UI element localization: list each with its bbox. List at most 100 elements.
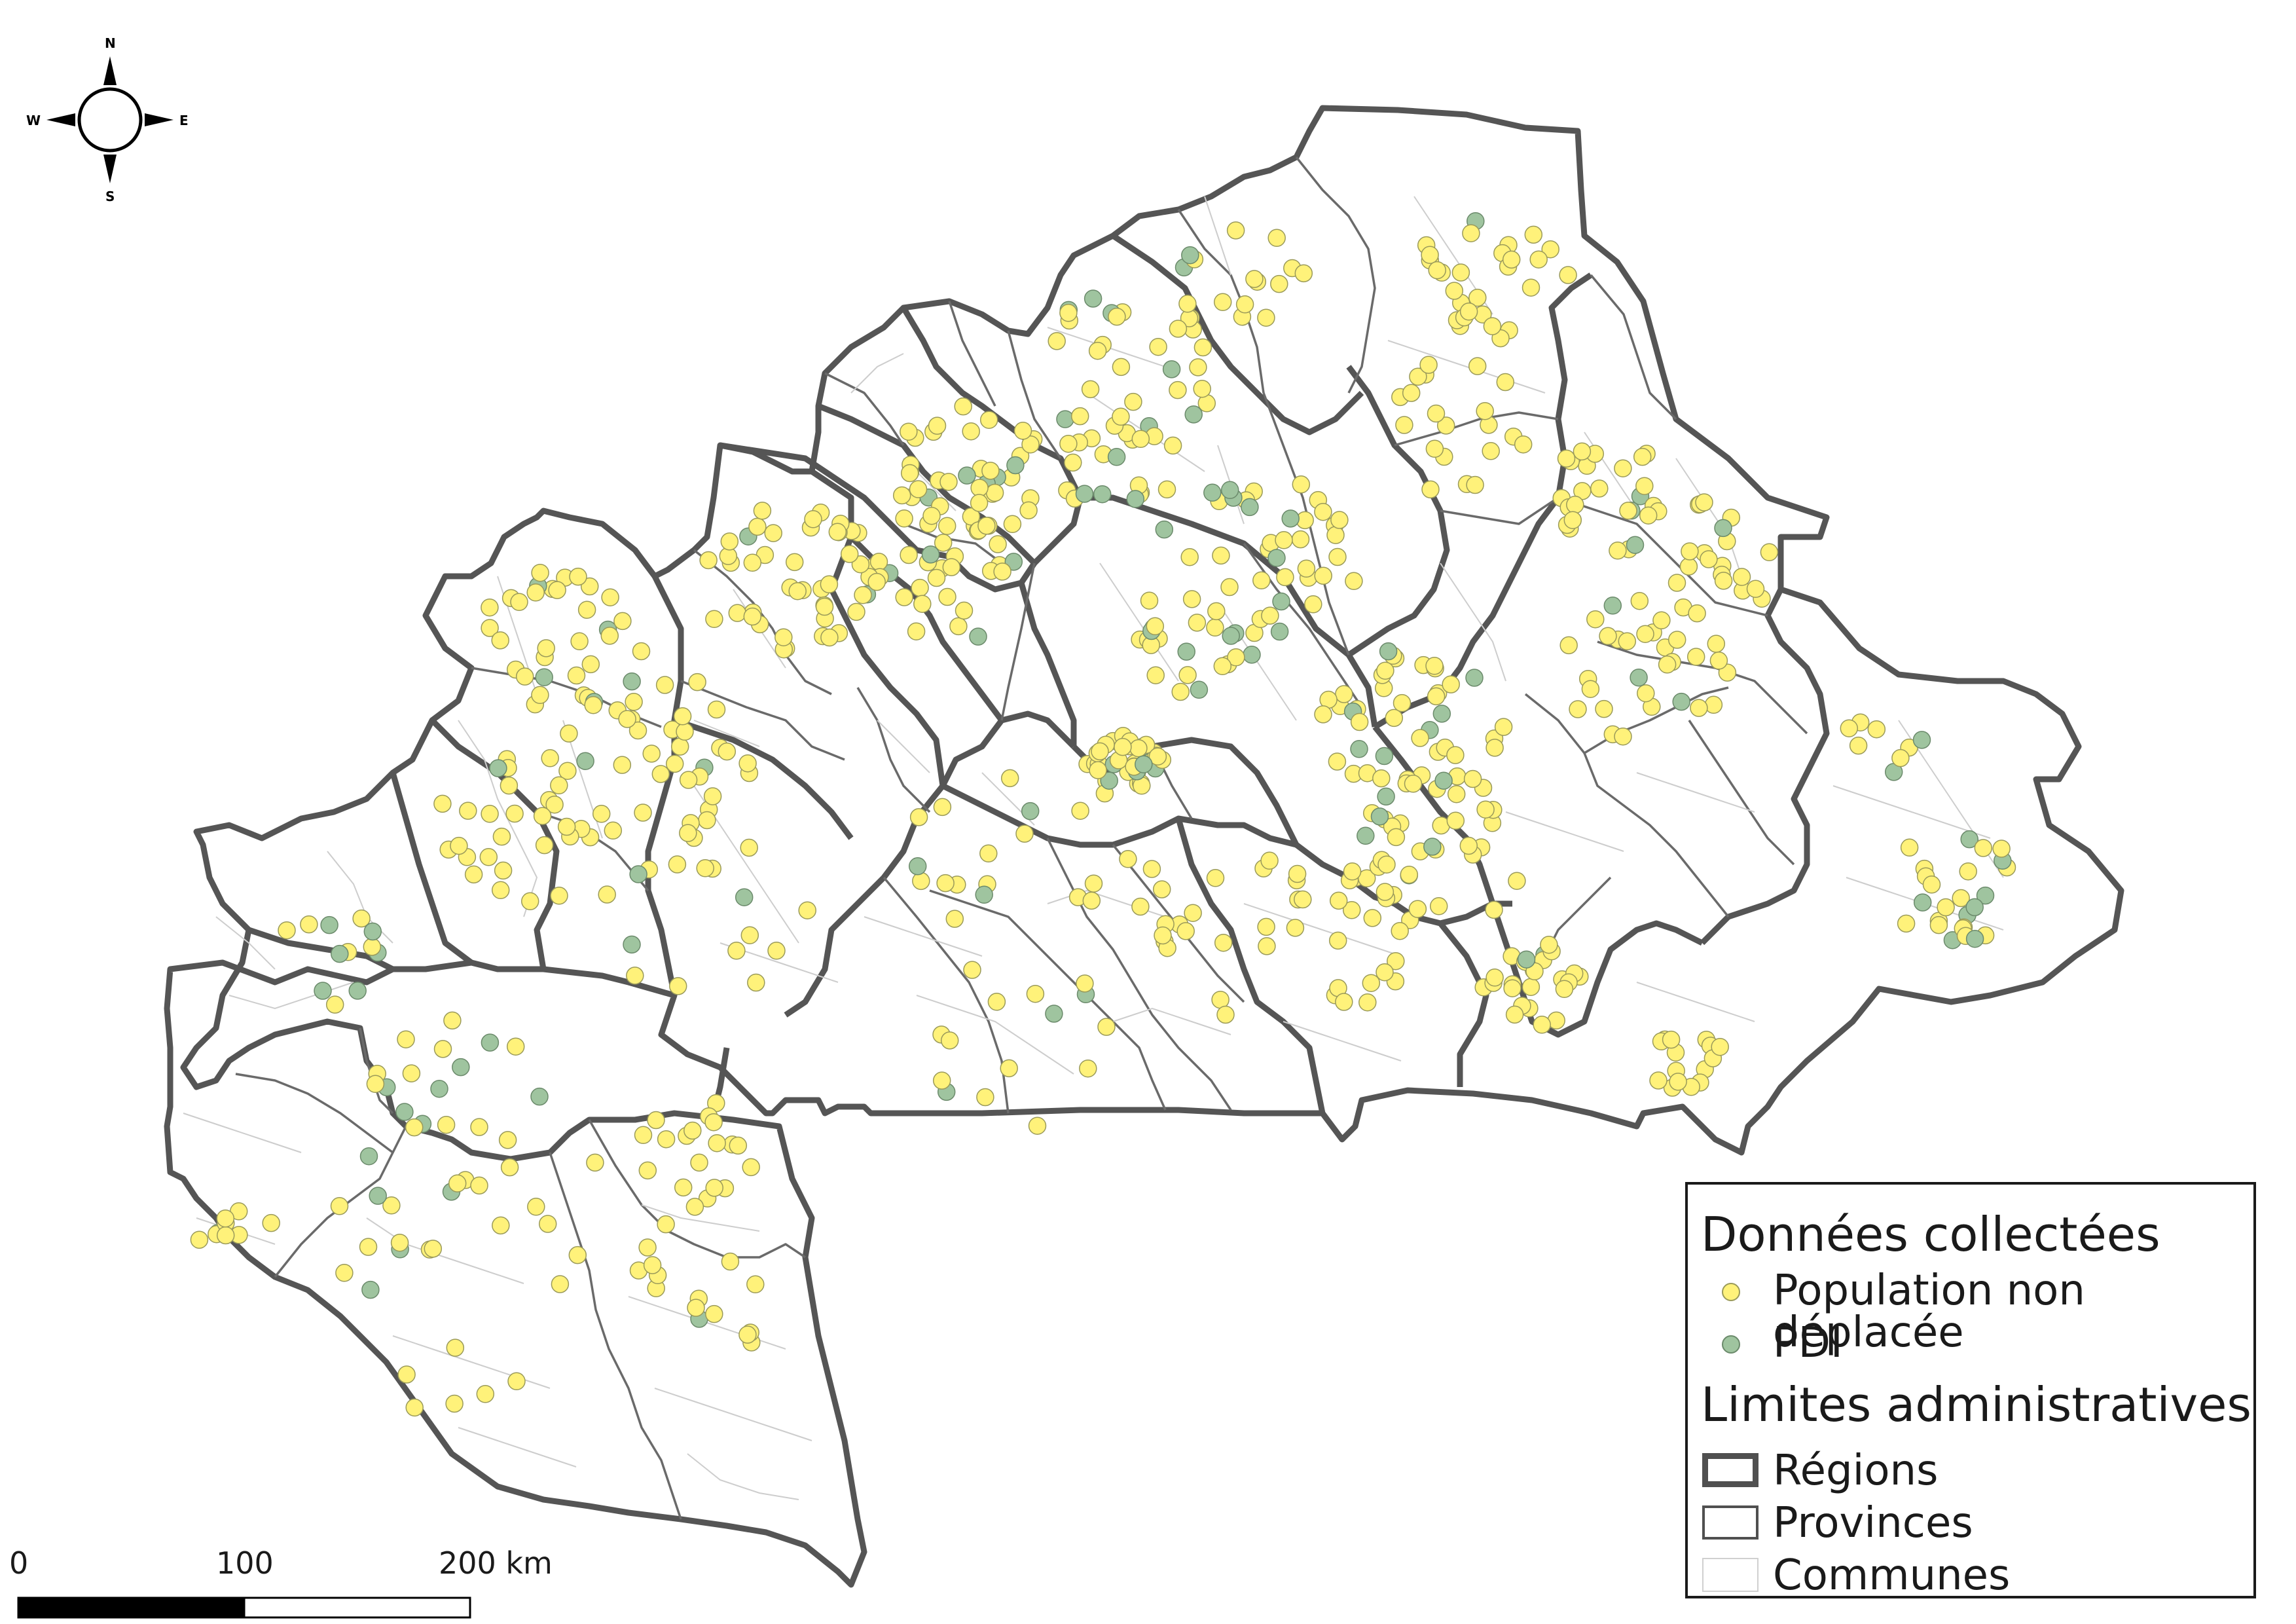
non-displaced-point bbox=[443, 1011, 462, 1030]
non-displaced-point bbox=[445, 1394, 464, 1413]
non-displaced-point bbox=[911, 578, 929, 597]
compass-north-label: N bbox=[105, 35, 116, 51]
non-displaced-point bbox=[687, 1299, 705, 1317]
non-displaced-point bbox=[651, 765, 670, 783]
non-displaced-point bbox=[774, 628, 793, 646]
pdi-point bbox=[1203, 483, 1222, 502]
non-displaced-point bbox=[1148, 747, 1167, 766]
non-displaced-point bbox=[1581, 680, 1600, 698]
non-displaced-point bbox=[510, 593, 528, 612]
non-displaced-point bbox=[679, 771, 698, 789]
pdi-point bbox=[908, 857, 927, 876]
pdi-point bbox=[1056, 410, 1074, 428]
non-displaced-point bbox=[278, 921, 296, 940]
non-displaced-point bbox=[1404, 775, 1423, 793]
pdi-point bbox=[1965, 929, 1984, 948]
non-displaced-point bbox=[1559, 636, 1578, 655]
non-displaced-point bbox=[570, 632, 589, 651]
pdi-point bbox=[489, 759, 507, 777]
non-displaced-point bbox=[526, 583, 545, 602]
non-displaced-point bbox=[1108, 307, 1126, 326]
pdi-point bbox=[1100, 771, 1118, 790]
non-displaced-point bbox=[1614, 459, 1632, 477]
legend-label-communes: Communes bbox=[1773, 1551, 2011, 1600]
non-displaced-point bbox=[1048, 332, 1066, 350]
non-displaced-point bbox=[1428, 261, 1446, 280]
non-displaced-point bbox=[1669, 1073, 1687, 1091]
non-displaced-point bbox=[1402, 384, 1421, 402]
non-displaced-point bbox=[1711, 1037, 1729, 1056]
non-displaced-point bbox=[989, 535, 1007, 553]
non-displaced-point bbox=[1555, 980, 1574, 999]
commune-boundary bbox=[1505, 811, 1624, 852]
non-displaced-point bbox=[1667, 631, 1686, 649]
commune-boundary bbox=[1099, 563, 1179, 682]
non-displaced-point bbox=[1358, 993, 1377, 1012]
non-displaced-point bbox=[913, 595, 932, 613]
non-displaced-point bbox=[450, 836, 468, 855]
commune-boundary bbox=[850, 353, 904, 394]
scale-segment-black bbox=[18, 1598, 244, 1617]
non-displaced-point bbox=[505, 804, 524, 823]
commune-boundary bbox=[1204, 196, 1231, 276]
non-displaced-point bbox=[1257, 917, 1275, 936]
non-displaced-point bbox=[670, 737, 689, 756]
non-displaced-point bbox=[1451, 263, 1470, 282]
commune-boundary bbox=[693, 720, 760, 747]
non-displaced-point bbox=[1314, 502, 1332, 521]
pdi-point bbox=[430, 1079, 448, 1098]
non-displaced-point bbox=[798, 901, 816, 919]
non-displaced-point bbox=[1330, 511, 1349, 529]
non-displaced-point bbox=[541, 749, 559, 767]
compass-arrow-south bbox=[103, 155, 117, 183]
non-displaced-point bbox=[1707, 635, 1726, 653]
non-displaced-point bbox=[568, 1246, 587, 1264]
compass-west-label: W bbox=[26, 113, 41, 128]
province-boundary bbox=[1688, 720, 1795, 866]
non-displaced-point bbox=[1395, 416, 1413, 434]
non-displaced-point bbox=[1849, 736, 1868, 755]
non-displaced-point bbox=[1714, 572, 1733, 590]
non-displaced-point bbox=[1408, 900, 1427, 918]
non-displaced-point bbox=[390, 1233, 409, 1252]
pdi-point bbox=[623, 935, 641, 954]
non-displaced-point bbox=[1569, 700, 1587, 718]
non-displaced-point bbox=[643, 1256, 662, 1274]
non-displaced-point bbox=[1540, 935, 1558, 954]
pdi-point bbox=[1423, 838, 1442, 856]
non-displaced-point bbox=[1952, 889, 1970, 908]
non-displaced-point bbox=[1681, 542, 1699, 561]
non-displaced-point bbox=[537, 639, 555, 657]
pdi-point bbox=[530, 1087, 549, 1106]
commune-boundary bbox=[1283, 1021, 1402, 1061]
non-displaced-point bbox=[1419, 356, 1438, 374]
legend-label-non-displaced: Population non déplacée bbox=[1773, 1266, 2085, 1357]
non-displaced-point bbox=[1633, 447, 1652, 466]
non-displaced-point bbox=[1082, 891, 1101, 910]
pdi-point bbox=[969, 627, 987, 646]
non-displaced-point bbox=[981, 462, 1000, 480]
pdi-point bbox=[1267, 549, 1286, 567]
non-displaced-point bbox=[1619, 502, 1637, 520]
non-displaced-point bbox=[1026, 984, 1045, 1003]
pdi-point bbox=[1220, 481, 1239, 500]
non-displaced-point bbox=[657, 1215, 675, 1234]
non-displaced-point bbox=[1746, 580, 1765, 599]
non-displaced-point bbox=[397, 1030, 415, 1048]
commune-boundary bbox=[1112, 1007, 1231, 1035]
legend-label-pdi: PDI bbox=[1773, 1319, 1843, 1367]
non-displaced-point bbox=[1485, 739, 1504, 757]
legend-label-regions: Régions bbox=[1773, 1447, 1939, 1495]
non-displaced-point bbox=[1129, 739, 1148, 758]
non-displaced-point bbox=[634, 1126, 653, 1145]
non-displaced-point bbox=[330, 1197, 349, 1215]
pdi-point bbox=[1357, 826, 1375, 845]
pdi-point bbox=[1630, 668, 1648, 687]
legend: Données collectées Population non déplac… bbox=[1685, 1182, 2256, 1598]
non-displaced-point bbox=[1667, 574, 1686, 592]
non-displaced-point bbox=[728, 604, 747, 622]
non-displaced-point bbox=[1003, 515, 1022, 534]
province-boundary bbox=[1394, 411, 1559, 447]
non-displaced-point bbox=[1867, 720, 1886, 739]
non-displaced-point bbox=[494, 861, 513, 880]
